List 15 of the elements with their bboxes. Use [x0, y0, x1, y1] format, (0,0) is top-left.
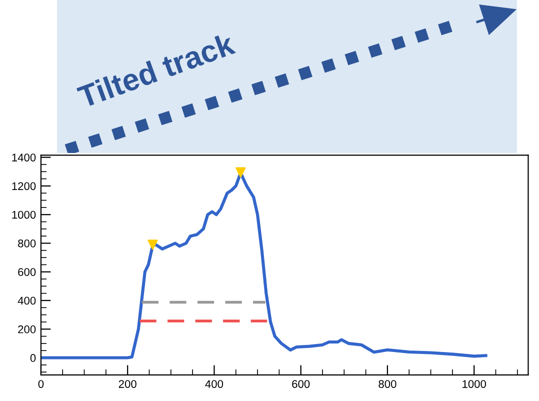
x-tick-label: 0 — [38, 380, 44, 388]
text: Tilted track — [76, 32, 236, 108]
x-tick-label: 400 — [205, 380, 224, 388]
y-tick-label: 0 — [30, 354, 36, 362]
y-tick-label: 1400 — [12, 154, 36, 162]
y-tick-label: 400 — [18, 296, 36, 305]
x-tick-label: 600 — [292, 380, 310, 388]
y-tick-label: 1200 — [12, 182, 36, 190]
x-tick-label: 200 — [118, 380, 136, 388]
y-tick-label: 600 — [18, 268, 36, 276]
x-tick-label: 800 — [378, 380, 396, 388]
y-tick-label: 200 — [18, 325, 36, 334]
y-tick-label: 1000 — [12, 210, 36, 219]
x-tick-label: 1000 — [462, 380, 486, 388]
y-tick-label: 800 — [18, 239, 36, 248]
